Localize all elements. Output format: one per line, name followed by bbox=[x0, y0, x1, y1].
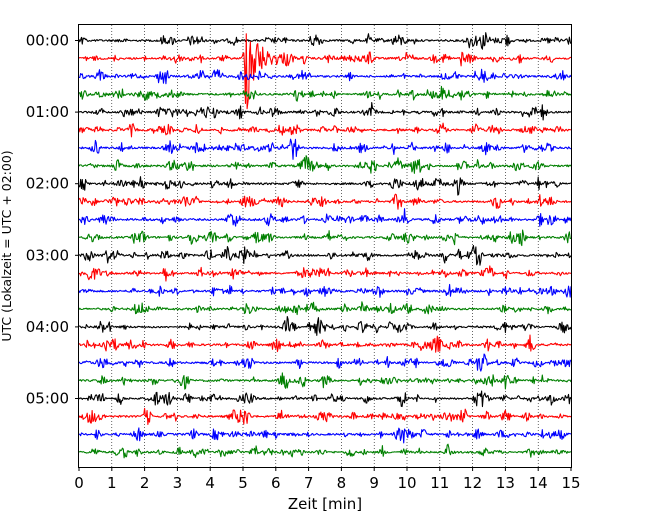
x-tick-label: 8 bbox=[337, 474, 347, 492]
y-tick-label: 03:00 bbox=[26, 246, 69, 264]
trace-row bbox=[78, 32, 572, 50]
x-axis: 0 1 2 3 4 5 6 7 8 9 10 11 12 13 14 15 bbox=[74, 467, 581, 492]
x-tick-label: 0 bbox=[74, 474, 84, 492]
trace-row bbox=[78, 138, 572, 160]
trace-row bbox=[78, 301, 572, 316]
x-tick-label: 2 bbox=[140, 474, 150, 492]
trace-row bbox=[78, 155, 572, 174]
x-tick-label: 4 bbox=[205, 474, 215, 492]
x-tick-label: 9 bbox=[369, 474, 379, 492]
trace-row bbox=[78, 101, 572, 121]
trace-row bbox=[78, 372, 572, 390]
seismogram-traces bbox=[78, 32, 572, 459]
trace-row bbox=[78, 353, 572, 372]
trace-row bbox=[78, 85, 572, 102]
x-axis-label: Zeit [min] bbox=[288, 495, 362, 513]
trace-row bbox=[78, 229, 572, 247]
trace-row bbox=[78, 443, 572, 459]
y-tick-label: 02:00 bbox=[26, 175, 69, 193]
x-tick-label: 10 bbox=[397, 474, 416, 492]
trace-row bbox=[78, 283, 572, 298]
trace-row bbox=[78, 208, 572, 227]
plot-frame bbox=[78, 24, 572, 468]
trace-row bbox=[78, 315, 572, 336]
trace-row bbox=[78, 122, 572, 138]
x-tick-label: 11 bbox=[430, 474, 449, 492]
x-tick-label: 12 bbox=[463, 474, 482, 492]
y-axis: 00:00 01:00 02:00 03:00 04:00 05:00 bbox=[26, 32, 79, 408]
trace-row bbox=[78, 68, 572, 85]
x-tick-label: 6 bbox=[271, 474, 281, 492]
trace-row bbox=[78, 334, 572, 353]
trace-row bbox=[78, 244, 572, 266]
y-tick-label: 05:00 bbox=[26, 390, 69, 408]
trace-row bbox=[78, 193, 572, 210]
x-tick-label: 13 bbox=[496, 474, 515, 492]
x-tick-label: 3 bbox=[173, 474, 183, 492]
x-tick-label: 7 bbox=[304, 474, 314, 492]
trace-row bbox=[78, 427, 572, 444]
y-tick-label: 00:00 bbox=[26, 32, 69, 50]
y-axis-label: UTC (Lokalzeit = UTC + 02:00) bbox=[0, 150, 14, 341]
trace-row bbox=[78, 176, 572, 196]
trace-row bbox=[78, 33, 572, 110]
x-tick-label: 15 bbox=[561, 474, 580, 492]
x-tick-label: 14 bbox=[529, 474, 548, 492]
x-tick-label: 1 bbox=[107, 474, 117, 492]
x-tick-label: 5 bbox=[238, 474, 248, 492]
y-tick-label: 04:00 bbox=[26, 318, 69, 336]
trace-row bbox=[78, 265, 572, 282]
trace-row bbox=[78, 390, 572, 408]
trace-row bbox=[78, 407, 572, 426]
y-tick-label: 01:00 bbox=[26, 103, 69, 121]
